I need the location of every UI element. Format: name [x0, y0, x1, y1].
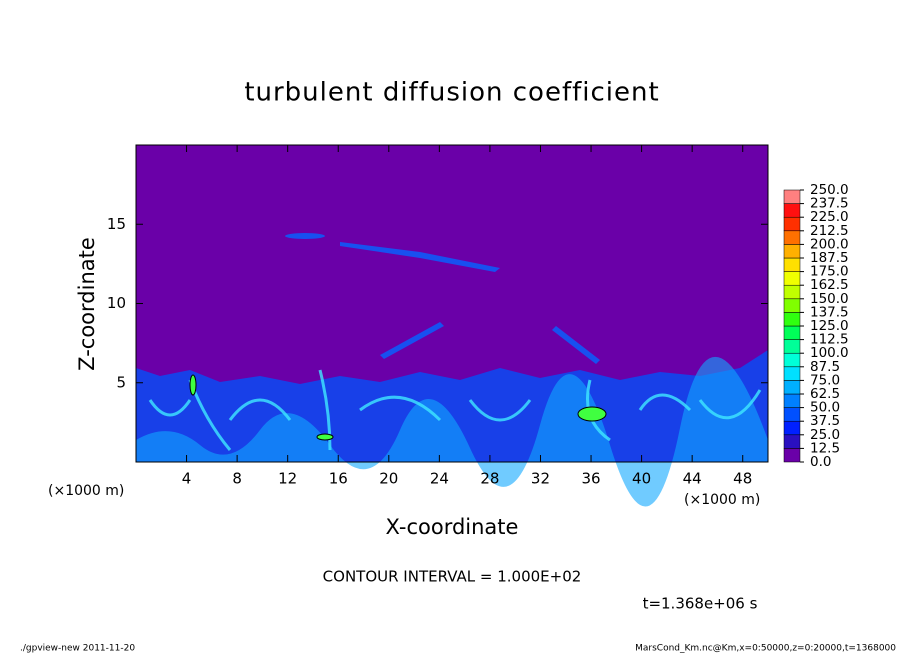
colorbar-swatch [783, 216, 801, 232]
x-tick-label: 12 [278, 470, 297, 488]
colorbar-swatch [783, 380, 801, 395]
colorbar-swatch [783, 407, 801, 422]
colorbar-label: 62.5 [810, 386, 840, 402]
colorbar-swatch [783, 448, 801, 463]
colorbar-swatch [783, 257, 801, 272]
contour-interval: CONTOUR INTERVAL = 1.000E+02 [323, 568, 582, 586]
colorbar-label: 250.0 [810, 182, 849, 198]
colorbar-swatch [783, 352, 801, 368]
x-tick-label: 16 [329, 470, 348, 488]
colorbar-swatch [783, 366, 801, 381]
colorbar-swatch [783, 189, 801, 204]
colorbar-swatch [783, 420, 801, 436]
colorbar-swatch [783, 271, 801, 286]
time-label: t=1.368e+06 s [643, 595, 758, 613]
footer: MarsCond_Km.nc@Km,x=0:50000,z=0:20000,t=… [635, 644, 896, 654]
x-tick-label: 24 [430, 470, 449, 488]
x-tick-label: 8 [232, 470, 242, 488]
colorbar-label: 200.0 [810, 236, 849, 252]
colorbar-label: 162.5 [810, 277, 849, 293]
colorbar-label: 75.0 [810, 372, 840, 388]
colorbar-label: 150.0 [810, 291, 849, 307]
x-tick-label: 44 [683, 470, 702, 488]
x-tick-label: 32 [531, 470, 550, 488]
colorbar-label: 37.5 [810, 413, 840, 429]
colorbar-label: 137.5 [810, 304, 849, 320]
y-tick-label: 15 [107, 215, 126, 233]
x-unit: (×1000 m) [48, 483, 124, 499]
x-tick-label: 40 [632, 470, 651, 488]
colorbar-swatch [783, 298, 801, 313]
colorbar-label: 187.5 [810, 250, 849, 266]
x-unit: (×1000 m) [684, 492, 760, 508]
y-tick-label: 5 [116, 373, 126, 391]
field [136, 233, 768, 507]
x-tick-label: 4 [182, 470, 192, 488]
colorbar-swatch [783, 312, 801, 327]
colorbar-swatch [783, 203, 801, 218]
colorbar-swatch [783, 434, 801, 449]
y-tick-label: 10 [107, 294, 126, 312]
colorbar-label: 0.0 [810, 454, 831, 470]
colorbar-swatch [783, 393, 801, 408]
x-tick-label: 48 [733, 470, 752, 488]
x-tick-label: 20 [379, 470, 398, 488]
colorbar-label: 50.0 [810, 400, 840, 416]
colorbar-label: 175.0 [810, 264, 849, 280]
colorbar-label: 125.0 [810, 318, 849, 334]
colorbar-swatch [783, 230, 801, 245]
chart-title: turbulent diffusion coefficient [244, 78, 659, 108]
x-tick-label: 36 [581, 470, 600, 488]
colorbar-label: 100.0 [810, 345, 849, 361]
colorbar-swatch [783, 339, 801, 354]
colorbar-label: 212.5 [810, 223, 849, 239]
footer: ./gpview-new 2011-11-20 [20, 644, 135, 654]
colorbar-swatch [783, 325, 801, 340]
colorbar-swatch [783, 284, 801, 300]
colorbar-label: 237.5 [810, 196, 849, 212]
x-tick-label: 28 [480, 470, 499, 488]
colorbar-label: 25.0 [810, 427, 840, 443]
colorbar-swatch [783, 244, 801, 259]
y-axis-title: Z-coordinate [75, 237, 99, 371]
colorbar-label: 112.5 [810, 332, 849, 348]
colorbar-label: 225.0 [810, 209, 849, 225]
x-axis-title: X-coordinate [386, 515, 519, 539]
colorbar-label: 87.5 [810, 359, 840, 375]
colorbar-label: 12.5 [810, 440, 840, 456]
